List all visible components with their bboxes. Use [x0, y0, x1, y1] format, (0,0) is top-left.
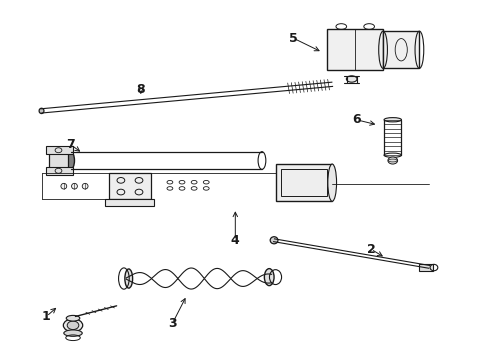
Bar: [49, 147, 68, 174]
Bar: [47, 146, 73, 154]
Ellipse shape: [125, 269, 133, 288]
Bar: [105, 199, 154, 206]
Text: 1: 1: [42, 310, 51, 323]
Text: 2: 2: [367, 243, 375, 256]
Ellipse shape: [72, 183, 77, 189]
Text: 8: 8: [137, 83, 145, 96]
Ellipse shape: [346, 76, 357, 82]
Bar: [383, 31, 419, 68]
Circle shape: [388, 157, 397, 164]
Ellipse shape: [67, 152, 74, 169]
Bar: [109, 173, 150, 199]
Bar: [47, 167, 73, 175]
Ellipse shape: [384, 118, 401, 122]
Ellipse shape: [66, 315, 80, 321]
Circle shape: [67, 321, 79, 329]
Text: 7: 7: [66, 138, 75, 151]
Ellipse shape: [82, 183, 88, 189]
Text: 4: 4: [231, 234, 240, 247]
Ellipse shape: [328, 164, 337, 201]
Bar: [419, 264, 433, 271]
Bar: [281, 169, 327, 196]
Ellipse shape: [265, 269, 274, 285]
Bar: [327, 30, 383, 70]
Text: 6: 6: [352, 113, 361, 126]
Bar: [276, 164, 332, 201]
Ellipse shape: [63, 319, 83, 332]
Ellipse shape: [61, 183, 67, 189]
Text: 3: 3: [168, 317, 177, 330]
Text: 5: 5: [289, 32, 298, 45]
Ellipse shape: [39, 108, 44, 113]
Ellipse shape: [64, 330, 82, 336]
Ellipse shape: [270, 237, 278, 244]
